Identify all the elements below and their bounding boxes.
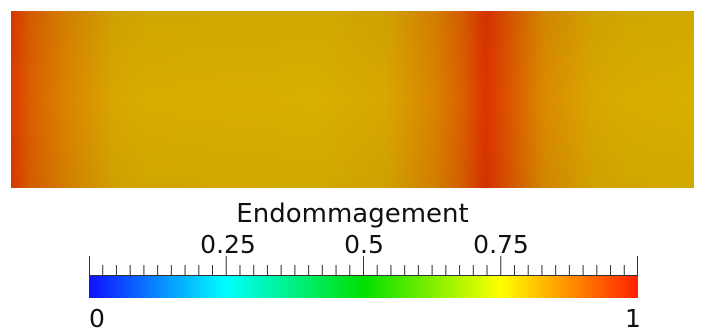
legend-title: Endommagement xyxy=(236,199,469,229)
legend-tick-label-0-5: 0.5 xyxy=(344,230,384,259)
legend-tick-label-0-75: 0.75 xyxy=(473,230,529,259)
damage-field-plot xyxy=(11,11,694,188)
legend-tick-marks xyxy=(89,256,638,276)
colorbar xyxy=(89,276,638,298)
damage-field-shading xyxy=(11,11,694,188)
legend-min-label: 0 xyxy=(89,304,105,333)
legend-tick-label-0-25: 0.25 xyxy=(200,230,256,259)
color-legend xyxy=(89,256,638,300)
legend-max-label: 1 xyxy=(625,304,641,333)
